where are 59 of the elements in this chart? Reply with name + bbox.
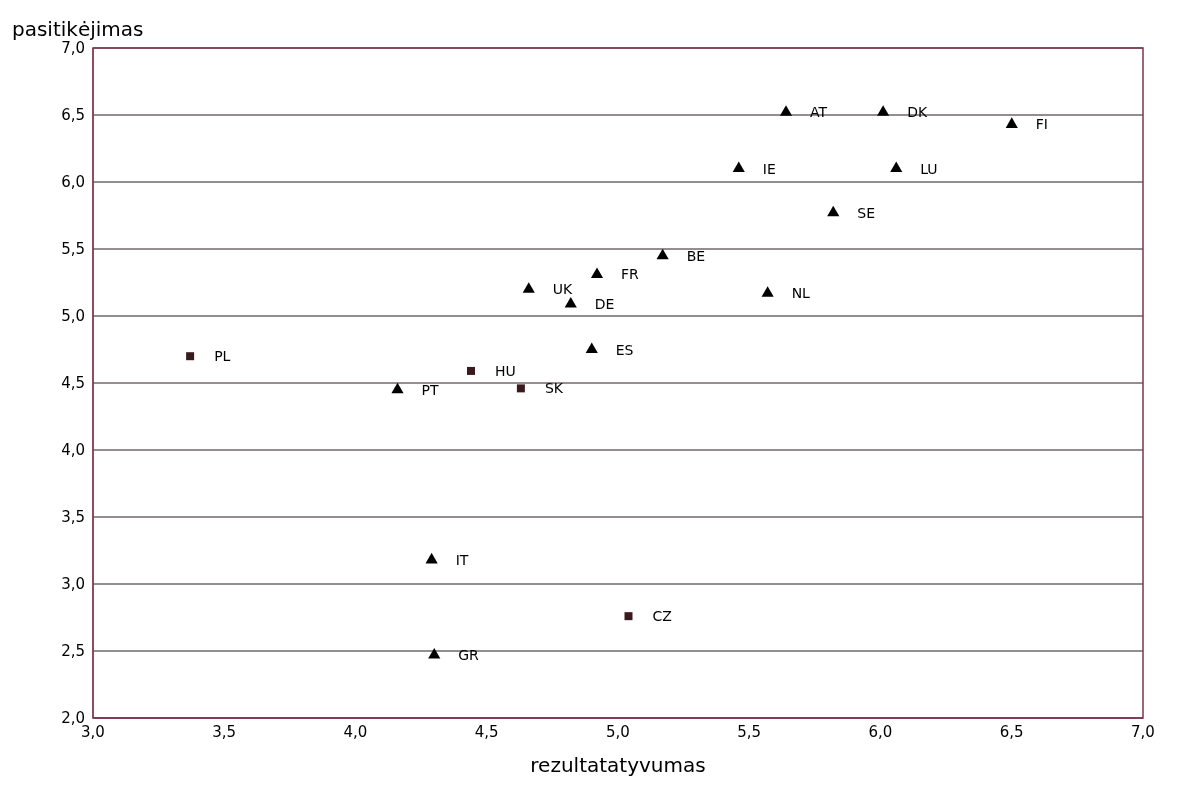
point [585,342,598,354]
annotation: UK [552,281,573,298]
annotation: BE [686,247,706,264]
y-tick-label: 7,0 [61,39,85,58]
annotation: DE [594,295,615,312]
x-tick-label: 3,5 [212,722,237,741]
y-tick-label: 6,0 [61,173,85,192]
x-tick-label: 3,0 [81,722,105,741]
x-tick-label: 5,5 [737,722,762,741]
x-tick-label: 5,0 [606,722,630,741]
y-tick-label: 2,5 [61,642,85,661]
annotation: PL [214,348,231,365]
annotation: DK [907,104,928,121]
point [564,296,577,308]
annotation: SE [857,204,875,221]
x-tick-label: 4,5 [474,722,499,741]
y-tick-label: 3,0 [61,575,85,594]
x-tick-label: 6,5 [999,722,1024,741]
x-tick-label: 6,0 [868,722,893,741]
x-tick-label: 7,0 [1131,722,1155,741]
y-tick-label: 5,5 [61,240,85,259]
point [732,161,745,173]
point [186,352,195,361]
annotation: GR [458,647,480,664]
point [516,384,525,393]
annotation: FI [1035,116,1048,133]
y-tick-label: 6,5 [61,106,85,125]
annotation: IT [455,551,469,568]
point [522,282,535,293]
point [391,382,404,394]
annotation: ES [615,341,634,358]
y-tick-label: 5,0 [61,307,85,326]
y-tick-label: 3,5 [61,508,85,527]
x-tick-label: 4,0 [343,722,368,741]
annotation: PT [421,381,439,398]
point [590,267,604,278]
point [890,161,903,173]
point [827,205,840,217]
annotation: IE [762,160,776,177]
annotation: NL [791,285,811,302]
y-axis-title: pasitikėjimas [12,17,144,41]
annotation: SK [544,380,564,397]
point [624,612,633,621]
annotation: FR [621,266,640,283]
point [656,248,669,260]
annotation: LU [920,160,938,177]
annotation: HU [495,362,516,379]
point [425,552,438,564]
annotation: AT [810,104,828,121]
y-tick-label: 4,0 [61,441,85,460]
point [467,366,475,375]
point [761,286,774,297]
point [428,648,441,659]
annotation: CZ [652,608,672,625]
point [877,105,890,116]
point [779,105,793,116]
y-tick-label: 4,5 [61,374,85,393]
x-axis-title: rezultatatyvumas [530,753,706,777]
point [1005,117,1018,128]
